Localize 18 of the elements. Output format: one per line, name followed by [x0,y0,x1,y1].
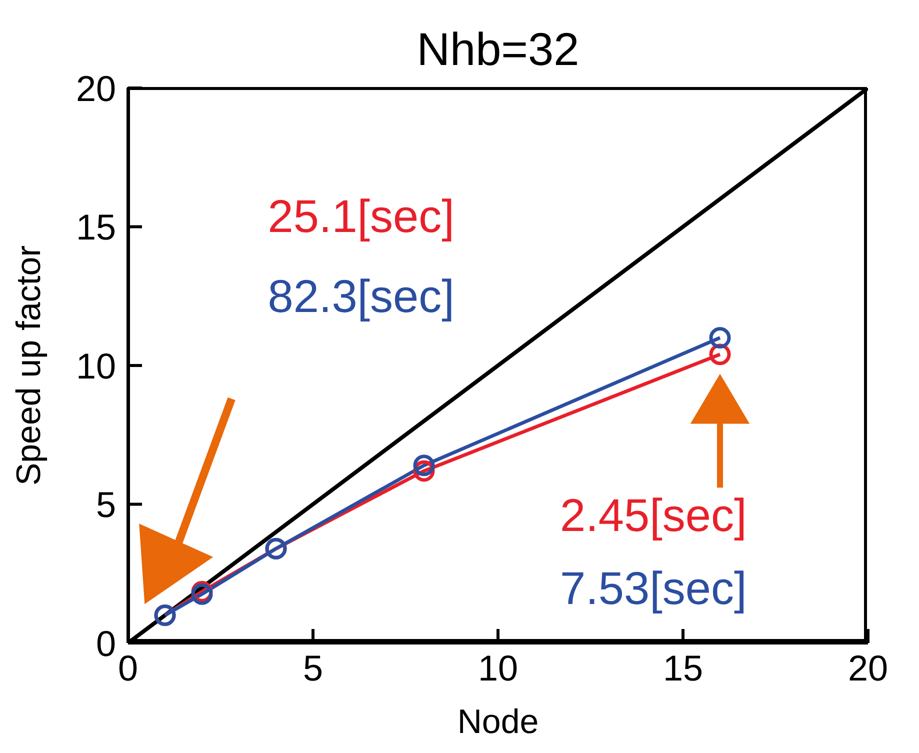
x-tick-label: 20 [848,648,888,689]
annotation: 7.53[sec] [560,560,747,614]
x-tick-label: 5 [302,648,324,689]
y-axis-title: Speed up factor [10,245,48,486]
y-tick-label: 0 [96,622,116,664]
x-axis-title: Node [457,703,539,741]
y-tick-label: 20 [76,68,116,109]
annotation: 25.1[sec] [268,188,454,243]
y-tick-label: 15 [76,206,116,248]
y-tick-label: 10 [76,345,116,386]
point [709,327,731,348]
y-tick-label: 5 [96,484,116,526]
x-tick-label: 15 [662,648,704,689]
annotation: 2.45[sec] [560,488,747,542]
chart-title: Nhb=32 [416,22,580,76]
x-tick-label: 10 [478,648,518,689]
point [413,454,435,476]
annotation: 82.3[sec] [268,269,454,324]
